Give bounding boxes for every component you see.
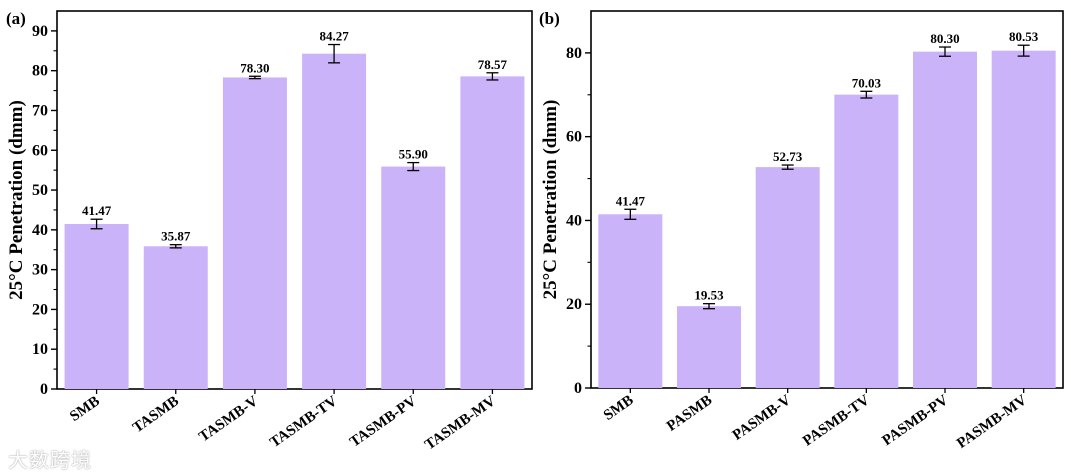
- y-tick-label: 60: [566, 129, 582, 146]
- bar: [677, 306, 741, 388]
- y-tick-label: 30: [32, 262, 48, 279]
- y-tick-label: 20: [566, 296, 582, 313]
- panel-b-chart: 0 20 40 60 80 25°C Penetration (dmm) (b) 41.47 S…: [539, 9, 1064, 452]
- data-label: 35.87: [161, 229, 191, 244]
- x-tick-label: PASMB-PV: [880, 392, 952, 449]
- x-tick-label: TASMB-MV: [422, 393, 499, 453]
- x-tick-label: TASMB-TV: [267, 393, 340, 451]
- x-tick-label: PASMB-TV: [800, 392, 873, 449]
- x-tick-label: PASMB-V: [730, 392, 794, 444]
- x-tick-label: SMB: [601, 392, 637, 424]
- data-label: 80.53: [1009, 29, 1039, 44]
- data-label: 70.03: [852, 75, 882, 90]
- bar: [598, 214, 663, 388]
- bar: [222, 77, 287, 389]
- x-tick-label: PASMB-MV: [954, 392, 1030, 452]
- x-tick-label: PASMB: [664, 392, 715, 435]
- plot-frame: [590, 10, 1064, 389]
- bar: [381, 166, 446, 389]
- y-axis-label: 25°C Penetration (dmm): [540, 100, 561, 300]
- data-label: 78.57: [478, 57, 508, 72]
- bar: [460, 76, 525, 389]
- y-tick-label: 80: [32, 63, 48, 80]
- y-tick-label: 20: [32, 301, 48, 318]
- y-tick-label: 70: [32, 102, 48, 119]
- panel-label: (b): [539, 9, 560, 28]
- y-axis-label: 25°C Penetration (dmm): [6, 100, 27, 300]
- y-tick-label: 90: [32, 23, 48, 40]
- bar: [834, 94, 899, 389]
- data-label: 78.30: [240, 60, 269, 75]
- bar: [64, 223, 129, 389]
- bar: [143, 246, 208, 389]
- data-label: 84.27: [319, 29, 349, 44]
- bar: [755, 167, 820, 388]
- x-tick-label: TASMB: [130, 393, 182, 436]
- data-label: 41.47: [82, 203, 112, 218]
- data-label: 41.47: [616, 193, 646, 208]
- y-tick-label: 40: [566, 212, 582, 229]
- x-tick-label: SMB: [67, 393, 103, 425]
- bar: [302, 53, 367, 390]
- y-tick-label: 0: [574, 380, 582, 397]
- bar: [991, 50, 1056, 389]
- data-label: 80.30: [930, 31, 959, 46]
- y-tick-label: 40: [32, 222, 48, 239]
- x-tick-label: TASMB-PV: [347, 393, 420, 450]
- y-tick-label: 80: [566, 45, 582, 62]
- watermark-text: 大数跨境: [8, 448, 92, 472]
- y-tick-label: 60: [32, 142, 48, 159]
- y-tick-label: 50: [32, 182, 48, 199]
- y-tick-label: 0: [40, 381, 48, 398]
- panel-label: (a): [6, 9, 26, 28]
- x-tick-label: TASMB-V: [196, 393, 261, 445]
- data-label: 52.73: [773, 149, 803, 164]
- y-tick-label: 10: [32, 341, 48, 358]
- data-label: 55.90: [399, 147, 428, 162]
- panel-a-chart: 0 10 20 30 40 50 60 70 80 90 25°C Penetration (dmm…: [6, 9, 533, 453]
- bar: [913, 51, 977, 388]
- data-label: 19.53: [694, 288, 724, 303]
- plot-frame: [56, 10, 533, 390]
